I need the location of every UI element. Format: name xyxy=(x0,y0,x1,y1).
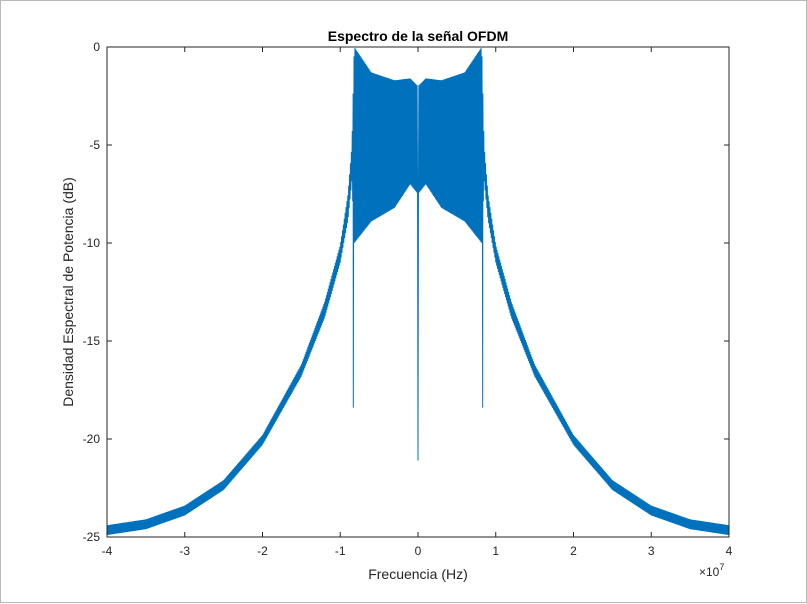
x-tick-label: 4 xyxy=(726,544,733,558)
x-tick-label: -4 xyxy=(102,544,113,558)
x-tick-label: 3 xyxy=(648,544,655,558)
x-axis-title: Frecuencia (Hz) xyxy=(368,566,468,582)
y-axis-title: Densidad Espectral de Potencia (dB) xyxy=(60,177,76,407)
x-tick-label: -2 xyxy=(257,544,268,558)
series-layer xyxy=(106,47,730,535)
x-tick-label: -3 xyxy=(179,544,190,558)
y-tick-label: -10 xyxy=(83,236,101,250)
y-tick-label: 0 xyxy=(93,40,100,54)
x-exponent-label: ×107 xyxy=(699,562,724,579)
y-tick-label: -25 xyxy=(83,530,101,544)
x-axis: -4 -3 -2 -1 0 1 2 3 4 xyxy=(102,47,733,558)
spectrum-line xyxy=(106,47,730,535)
x-tick-label: 2 xyxy=(570,544,577,558)
y-tick-label: -15 xyxy=(83,334,101,348)
y-tick-label: -20 xyxy=(83,432,101,446)
y-tick-label: -5 xyxy=(89,138,100,152)
y-axis: 0 -5 -10 -15 -20 -25 xyxy=(83,40,729,544)
chart-title: Espectro de la señal OFDM xyxy=(328,28,509,44)
x-tick-label: -1 xyxy=(335,544,346,558)
x-tick-label: 0 xyxy=(415,544,422,558)
x-tick-label: 1 xyxy=(492,544,499,558)
